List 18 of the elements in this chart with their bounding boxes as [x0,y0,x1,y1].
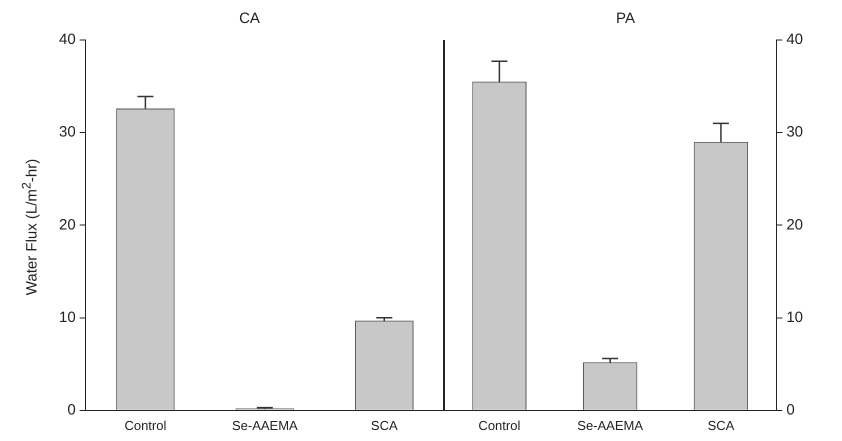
y-tick-label: 30 [786,124,804,141]
chart-title: PA [616,10,635,28]
x-tick-label: SCA [370,418,398,433]
y-tick-label: 0 [67,402,76,419]
x-tick-label: Se-AAEMA [232,418,298,433]
y-tick-label: 40 [786,31,804,48]
x-tick-label: Se-AAEMA [577,418,644,433]
y-tick-label: 10 [786,308,804,326]
x-tick-label: Control [478,418,520,433]
x-tick-label: Control [124,418,166,433]
chart-title: CA [239,10,260,28]
y-tick-label: 20 [58,216,76,234]
y-tick-label: 40 [58,31,76,48]
y-tick-label: 20 [786,216,804,234]
y-tick-label: 30 [58,124,76,141]
y-tick-label: 0 [786,402,795,419]
y-tick-label: 10 [58,308,76,326]
x-tick-label: SCA [708,418,735,433]
